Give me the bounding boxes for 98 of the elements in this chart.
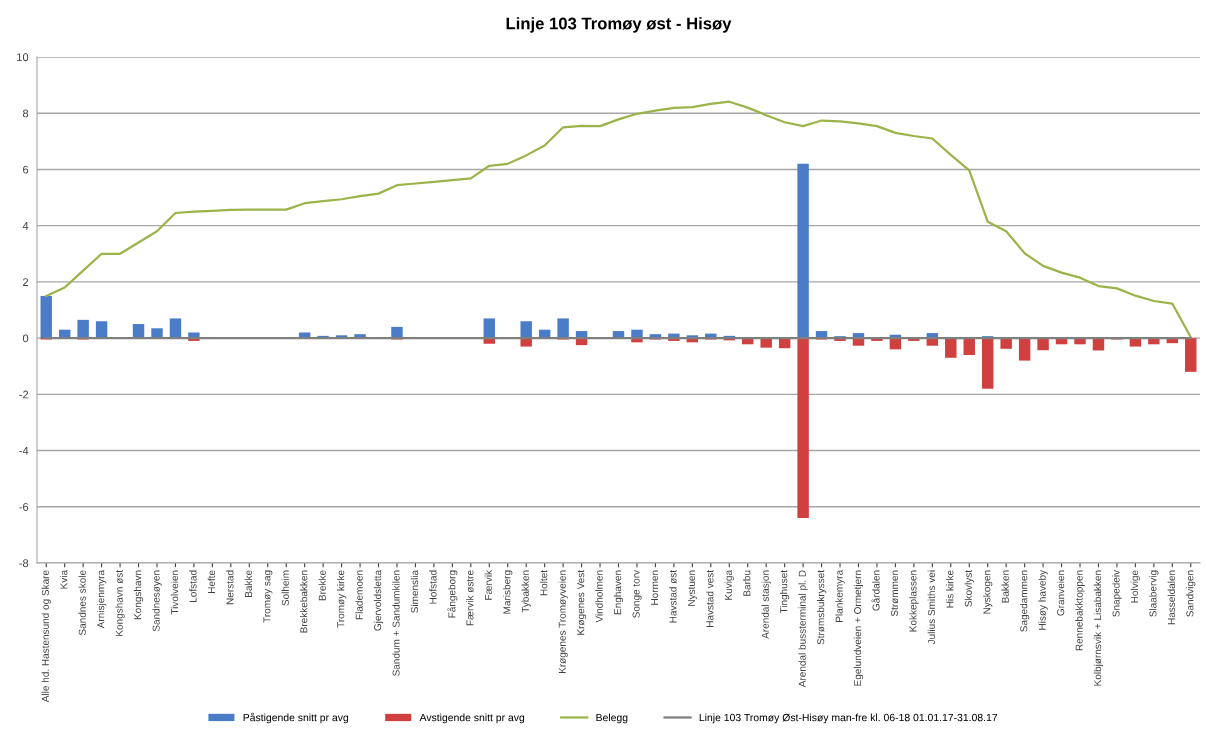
bar [797,163,809,339]
x-tick-label: Brekkebakken [300,570,308,633]
x-tick-label: Enghaven [613,570,624,615]
x-tick-label: Gårdalen [871,570,880,611]
x-tick-label: Sandvigen [1186,570,1196,617]
x-tick-label: Lofstad [189,570,197,602]
y-tick-label: 4 [22,222,29,230]
y-tick-label: -6 [19,503,29,511]
chart-title: Linje 103 Tromøy øst - Hisøy [506,17,732,33]
y-tick-label: -8 [19,559,29,568]
bar [77,319,89,339]
bar [557,318,569,339]
x-tick-label: Snapedeiv [1112,569,1122,617]
bar [797,338,809,519]
bar [40,295,52,339]
bar [1185,338,1197,372]
x-tick-label: Egelundveien + Ormetjern [853,570,864,686]
y-tick-label: -4 [19,446,29,455]
x-tick-label: Nyskogen [983,570,993,614]
x-tick-label: Songe torv [632,569,642,618]
line-series [45,100,1192,339]
bar [169,318,182,339]
x-tick-label: Havstad øst [669,570,677,623]
y-tick-label: 0 [22,334,29,343]
x-tick-label: Færvik [484,569,492,600]
x-tick-label: Tromøy sag [263,570,273,623]
x-tick-label: Fångeborg [447,570,458,618]
x-tick-label: Granveien [1056,570,1065,616]
x-tick-label: Sandnesøyen [152,570,162,632]
x-tick-label: Marisberg [503,570,513,614]
x-tick-label: Flademoen [355,570,363,620]
x-tick-label: Skovlyst [964,570,974,607]
x-tick-label: Solheim [281,570,289,606]
x-tick-label: Havstad vest [706,570,714,627]
x-tick-label: Gjervoldsletta [373,569,384,631]
x-tick-label: Arendal stasjon [761,570,771,639]
x-tick-label: Sandnes skole [78,570,86,636]
x-tick-label: Brekke [318,570,326,601]
x-tick-label: Hasseldalen [1167,570,1175,625]
x-tick-label: Rennebakktoppen [1075,570,1085,651]
x-tick-label: Hofstad [429,570,437,604]
x-tick-label: Tromøy kirke [336,570,347,628]
x-tick-label: Strømmen [891,570,899,617]
bar [151,328,163,339]
x-tick-label: Arnisjenmyra [96,569,107,629]
x-tick-label: Nystuen [688,570,697,606]
x-tick-label: Vindholmen [595,570,603,623]
bar [95,321,108,339]
y-tick-label: 8 [22,109,29,118]
x-tick-label: Hefte [207,570,216,594]
x-tick-label: Tybakken [521,570,531,613]
y-tick-label: 6 [23,165,29,174]
x-tick-label: Krøgenes Tromøyveien [558,570,568,674]
legend-label: Belegg [596,713,628,724]
bar [520,321,532,339]
legend-label: Påstigende snitt pr avg [243,712,349,724]
x-tick-label: Holvige [1130,570,1141,603]
x-tick-label: Julius Smiths vei [927,570,936,645]
x-tick-label: Kongshavn øst [115,570,125,636]
x-tick-label: Kolbjørnsvik + Lisabakken [1093,570,1104,686]
x-tick-label: Bakke [244,570,252,597]
x-tick-label: His kirke [946,570,954,608]
bar [981,338,994,389]
x-tick-label: Bakken [1001,570,1009,603]
x-tick-label: Alle hd. Hastensund og Skare [41,570,51,703]
bar [1037,338,1049,351]
x-tick-label: Plankemyra [835,569,845,622]
legend-label: Avstigende snitt pr avg [419,713,525,724]
y-tick-label: -2 [19,390,29,399]
x-tick-label: Hormen [651,570,659,605]
bar [391,326,403,339]
x-tick-label: Kvia [60,569,68,589]
x-tick-label: Sandum + Sandumkilen [392,570,400,676]
x-tick-label: Simenslia [410,569,419,613]
bar [483,318,495,339]
x-tick-label: Holtet [540,570,548,596]
bar [945,338,957,358]
legend-label: Linje 103 Tromøy Øst-Hisøy man-fre kl. 06-18 01.01.17-31.08.17 [699,713,998,724]
x-tick-label: Kongshavn [133,570,144,620]
bar [1018,338,1031,361]
x-tick-label: Færvik østre [466,570,474,626]
x-tick-label: Tivolveien [170,570,179,615]
y-tick-label: 10 [17,53,29,62]
bar [963,338,975,355]
x-tick-label: Kuviga [724,569,734,600]
x-tick-label: Strømsbukrysset [816,570,827,645]
x-tick-label: Barbu [743,570,751,596]
x-tick-label: Tinghuset [779,570,790,614]
x-tick-label: Nerstad [226,570,234,605]
x-tick-label: Arendal bussterminal pl. D [798,570,808,688]
bar [1000,338,1012,349]
x-tick-label: Sagedammen [1019,570,1030,632]
x-tick-label: Kokkeplassen [909,570,919,632]
x-tick-label: Slaabervig [1149,570,1159,617]
bar [760,338,772,348]
x-tick-label: Krøgenes Vest [577,570,587,635]
x-tick-label: Hisøy haveby [1038,569,1048,630]
y-tick-label: 2 [23,278,29,286]
